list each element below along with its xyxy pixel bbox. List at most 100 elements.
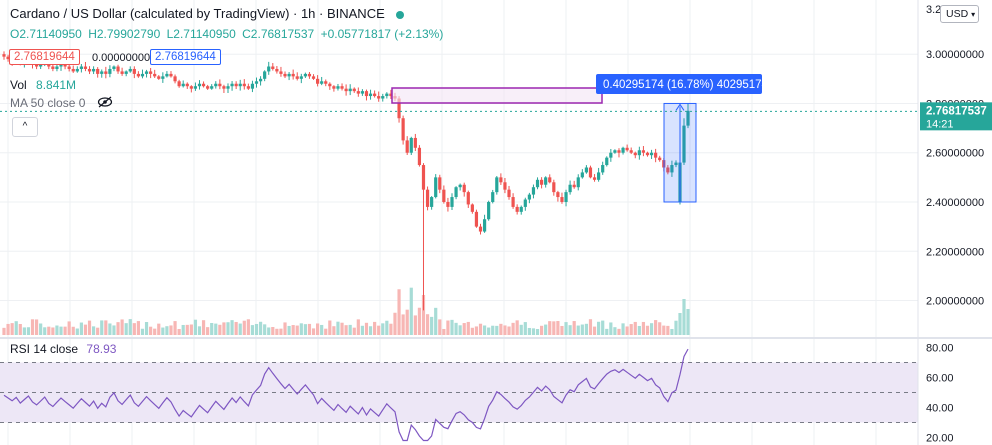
candle-body [556,192,560,198]
volume-bar [560,325,564,335]
volume-bar [519,324,523,335]
volume-bar [100,320,104,335]
ohlc-row: O2.71140950 H2.79902790 L2.71140950 C2.7… [10,27,443,41]
candle-body [588,167,593,178]
volume-bar [417,307,422,335]
volume-bar [320,324,324,335]
volume-bar [303,324,307,335]
candle-body [413,137,417,148]
volume-bar [165,326,169,335]
volume-bar [458,325,462,335]
candle-body [474,211,479,227]
volume-bar [295,325,299,335]
candle-body [617,150,621,153]
volume-bar [495,325,499,335]
volume-bar [413,315,417,335]
volume-bar [462,323,466,335]
candle-body [540,179,544,185]
volume-value: 8.841M [36,78,77,92]
volume-bar [491,325,495,335]
candle-body [6,56,10,60]
price-box-left: 2.76819644 [9,49,80,65]
candle-body [621,147,625,153]
collapse-legend-button[interactable]: ^ [12,117,38,137]
candle-body [63,64,67,67]
candle-body [368,93,373,97]
current-price-tag [920,102,992,131]
volume-bar [584,323,588,335]
candle-body [108,68,112,74]
volume-bar [51,327,55,335]
price-tick-label: 3.2 [926,4,941,16]
candle-body [609,152,613,158]
price-tick-label: 2.40000000 [926,197,984,209]
volume-bar [71,326,75,335]
volume-bar [230,320,234,335]
volume-bar [478,323,483,335]
volume-bar [605,328,609,335]
candle-body [360,91,364,94]
volume-bar [654,320,658,335]
volume-bar [405,309,409,335]
candle-body [666,167,670,173]
volume-bar [47,326,51,335]
candle-body [165,73,169,77]
candle-body [641,150,646,153]
candle-body [564,192,568,202]
candle-body [629,150,633,153]
candle-body [75,68,79,72]
candle-body [601,165,605,173]
candle-body [283,73,287,77]
candle-body [605,157,609,166]
candle-body [246,86,250,89]
range-rectangle [391,87,603,104]
symbol-title[interactable]: Cardano / US Dollar (calculated by Tradi… [10,6,405,21]
volume-bar [597,321,601,335]
volume-bar [580,324,584,335]
rsi-panel [0,348,918,442]
volume-bar [377,325,381,335]
candle-body [397,98,401,119]
candle-body [482,219,487,232]
candle-body [649,152,654,156]
volume-bar [332,326,336,335]
candle-body [438,177,442,190]
candle-body [470,204,474,212]
volume-bar [531,328,536,335]
ma-legend: MA 50 close 0 [10,96,113,111]
volume-bar [120,319,124,335]
volume-bar [450,319,454,335]
volume-bar [625,326,629,335]
current-price-countdown: 14:21 [926,118,954,130]
ohlc-open: O2.71140950 [10,27,82,41]
candle-body [491,192,495,202]
volume-bar [10,323,14,335]
volume-bar [140,328,145,335]
volume-bars [2,287,690,335]
symbol-title-text: Cardano / US Dollar (calculated by Tradi… [10,6,385,21]
currency-select[interactable]: USD ▾ [940,5,979,23]
overlays: 0.40295174 (16.78%) 40295174 [0,74,918,203]
candle-body [381,96,385,99]
volume-bar [43,327,47,335]
candle-body [189,86,193,89]
candle-body [625,147,629,151]
candle-body [173,76,177,82]
candle-body [157,76,161,79]
volume-bar [393,312,397,335]
candle-body [218,83,222,87]
volume-bar [340,322,344,335]
chevron-down-icon: ▾ [971,10,976,19]
candle-body [79,66,83,69]
volume-bar [324,328,328,335]
chevron-up-icon: ^ [22,121,28,132]
volume-bar [613,327,617,335]
volume-bar [368,326,373,335]
candle-body [100,71,104,74]
volume-bar [592,326,597,335]
candle-body [201,83,206,87]
eye-off-icon[interactable] [97,96,113,111]
candle-body [458,184,462,188]
volume-bar [507,326,511,335]
